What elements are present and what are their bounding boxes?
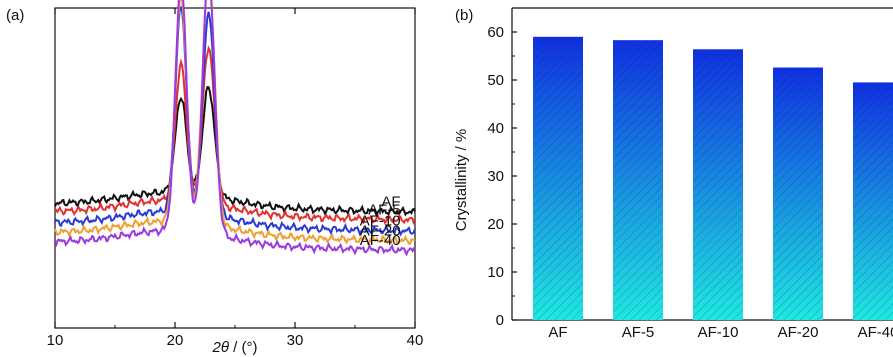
bar-y-tick-label: 60	[487, 24, 504, 41]
xrd-curves	[54, 0, 416, 257]
bar-hatch	[613, 40, 663, 320]
xrd-curve-af-20	[54, 0, 416, 246]
xrd-series-label: AF-20	[360, 222, 401, 239]
xrd-curve-af-40	[54, 0, 416, 257]
bar-hatch	[773, 67, 823, 321]
bar-y-tick-label: 0	[496, 312, 504, 329]
xrd-x-tick-label: 20	[167, 332, 184, 349]
bar-hatch	[533, 36, 583, 321]
xrd-x-axis-title: 2θ / (°)	[212, 339, 258, 356]
xrd-curve-af-5	[54, 45, 416, 225]
bar-hatch	[693, 49, 743, 320]
bar-x-tick-label: AF-20	[778, 324, 819, 341]
bar-y-tick-label: 40	[487, 120, 504, 137]
xrd-x-axis-unit: / (°)	[229, 339, 258, 356]
bar-x-tick-label: AF-5	[622, 324, 655, 341]
bar-y-tick-label: 30	[487, 168, 504, 185]
bar-x-tick-label: AF-40	[858, 324, 893, 341]
bar-x-tick-label: AF	[548, 324, 567, 341]
bar-hatch	[853, 82, 893, 321]
bar-y-tick-label: 10	[487, 264, 504, 281]
panel-b-label: (b)	[455, 7, 473, 24]
xrd-plot-frame	[54, 7, 416, 329]
panel-a-label: (a)	[6, 7, 24, 24]
bar-y-axis-title: Crystallinity / %	[453, 129, 470, 232]
bar-y-tick-label: 50	[487, 72, 504, 89]
bar-y-tick-label: 20	[487, 216, 504, 233]
xrd-x-axis: 10 20 30 40	[47, 8, 424, 349]
xrd-curve-af-10	[54, 5, 416, 237]
xrd-x-tick-label: 10	[47, 332, 64, 349]
xrd-x-tick-label: 30	[287, 332, 304, 349]
xrd-series-label: AF	[381, 193, 400, 210]
crystallinity-bars: AF AF-5 AF-10 AF-20 AF-40	[533, 36, 893, 341]
xrd-series-label: AF-40	[360, 232, 401, 249]
xrd-series-label: AF-5	[368, 201, 401, 218]
xrd-x-axis-symbol: 2θ	[212, 339, 229, 356]
xrd-x-tick-label: 40	[407, 332, 424, 349]
xrd-curve-af	[54, 86, 416, 219]
xrd-series-label: AF-10	[360, 213, 401, 230]
bar-x-tick-label: AF-10	[698, 324, 739, 341]
